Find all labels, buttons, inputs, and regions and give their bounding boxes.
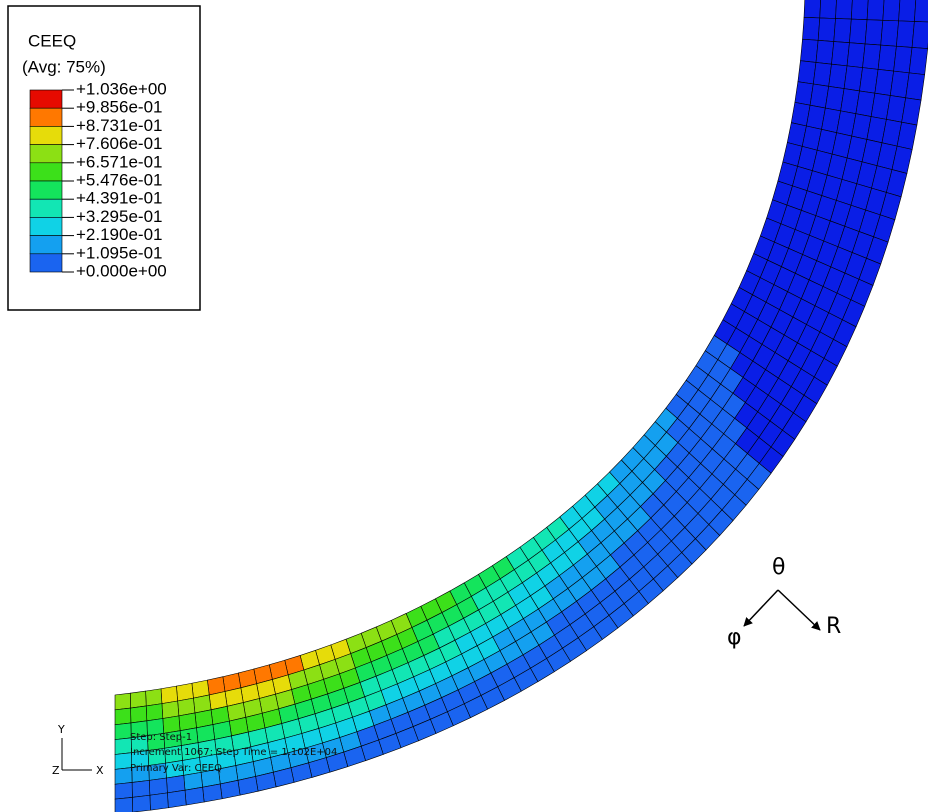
phi-label: φ (727, 625, 742, 650)
mesh-element (800, 38, 819, 63)
legend-swatch (29, 180, 63, 200)
legend: +1.036e+00+9.856e-01+8.731e-01+7.606e-01… (29, 79, 167, 280)
mesh-element (833, 18, 852, 44)
axis-triad: Y Z X (52, 723, 104, 777)
legend-label: +9.856e-01 (76, 98, 163, 117)
arrow (777, 589, 821, 631)
mesh-element (819, 0, 837, 19)
mesh-element (866, 0, 885, 21)
triad-label: X (96, 764, 104, 777)
info-line: Primary Var: CEEQ (130, 763, 222, 774)
mesh-element (802, 16, 821, 41)
mesh-element (129, 690, 147, 709)
direction-arrows: θ φ R (727, 555, 841, 650)
info-line: Increment 1067: Step Time = 1.102E+04 (130, 747, 337, 758)
legend-label: +7.606e-01 (76, 134, 163, 153)
legend-label: +0.000e+00 (76, 261, 167, 280)
legend-label: +5.476e-01 (76, 170, 163, 189)
mesh-element (202, 783, 223, 803)
arrow (743, 589, 779, 627)
legend-swatch (29, 235, 63, 255)
info: Step: Step-1 Increment 1067: Step Time =… (130, 732, 337, 774)
info-line: Step: Step-1 (130, 732, 192, 743)
mesh-element (893, 45, 913, 74)
mesh-element (911, 21, 928, 49)
mesh-element (167, 789, 187, 809)
mesh-element (803, 0, 821, 19)
legend-swatch (29, 144, 63, 164)
mesh-element (835, 0, 853, 20)
legend-label: +1.036e+00 (76, 79, 167, 98)
mesh-element (184, 786, 205, 806)
legend-swatch (29, 253, 63, 273)
legend-label: +3.295e-01 (76, 207, 163, 226)
mesh-element (114, 722, 132, 740)
mesh-element (149, 792, 169, 811)
mesh-element (908, 47, 928, 75)
legend-label: +1.095e-01 (76, 243, 163, 262)
mesh-element (815, 40, 835, 65)
legend-swatch (29, 126, 63, 145)
mesh-element (114, 707, 132, 726)
mesh-element (864, 19, 884, 46)
legend-label: +8.731e-01 (76, 116, 163, 135)
mesh-element (114, 692, 131, 711)
mesh-element (880, 19, 899, 47)
triad-label: Y (57, 723, 65, 736)
mesh-element (914, 0, 928, 23)
mesh-element (905, 72, 926, 101)
legend-swatch (29, 162, 63, 182)
mesh-element (877, 44, 897, 72)
mesh-element (817, 17, 836, 42)
mesh-element (132, 794, 151, 812)
legend-swatch (29, 89, 63, 109)
legend-subtitle: (Avg: 75%) (22, 57, 106, 76)
mesh-element (130, 705, 148, 724)
mesh-element (850, 0, 869, 20)
mesh-element (849, 18, 868, 45)
mesh-element (846, 42, 866, 68)
mesh-element (162, 715, 181, 734)
mesh-element (882, 0, 901, 22)
mesh-element (831, 41, 850, 67)
mesh-element (898, 0, 917, 22)
mesh-element (161, 700, 180, 719)
legend-label: +4.391e-01 (76, 189, 163, 208)
mesh-element (219, 779, 241, 800)
triad-label: Z (52, 764, 60, 777)
mesh-element (896, 20, 915, 48)
legend-swatch (29, 217, 63, 236)
mesh-element (862, 43, 882, 70)
mesh-element (131, 780, 151, 798)
legend-swatch (29, 107, 63, 127)
mesh-element (114, 796, 133, 812)
legend-label: +6.571e-01 (76, 152, 163, 171)
mesh-element (114, 737, 132, 755)
legend-title: CEEQ (28, 31, 76, 50)
mesh-element (114, 782, 133, 800)
mesh-element (148, 777, 168, 796)
mesh-element (812, 62, 832, 87)
theta-label: θ (772, 555, 785, 580)
legend-swatch (29, 198, 63, 218)
r-label: R (826, 614, 841, 639)
mesh-element (145, 688, 163, 707)
mesh-element (166, 774, 186, 794)
mesh-element (160, 685, 178, 704)
mesh (114, 0, 928, 812)
legend-label: +2.190e-01 (76, 225, 163, 244)
mesh-element (797, 60, 817, 85)
mesh-element (145, 703, 164, 722)
